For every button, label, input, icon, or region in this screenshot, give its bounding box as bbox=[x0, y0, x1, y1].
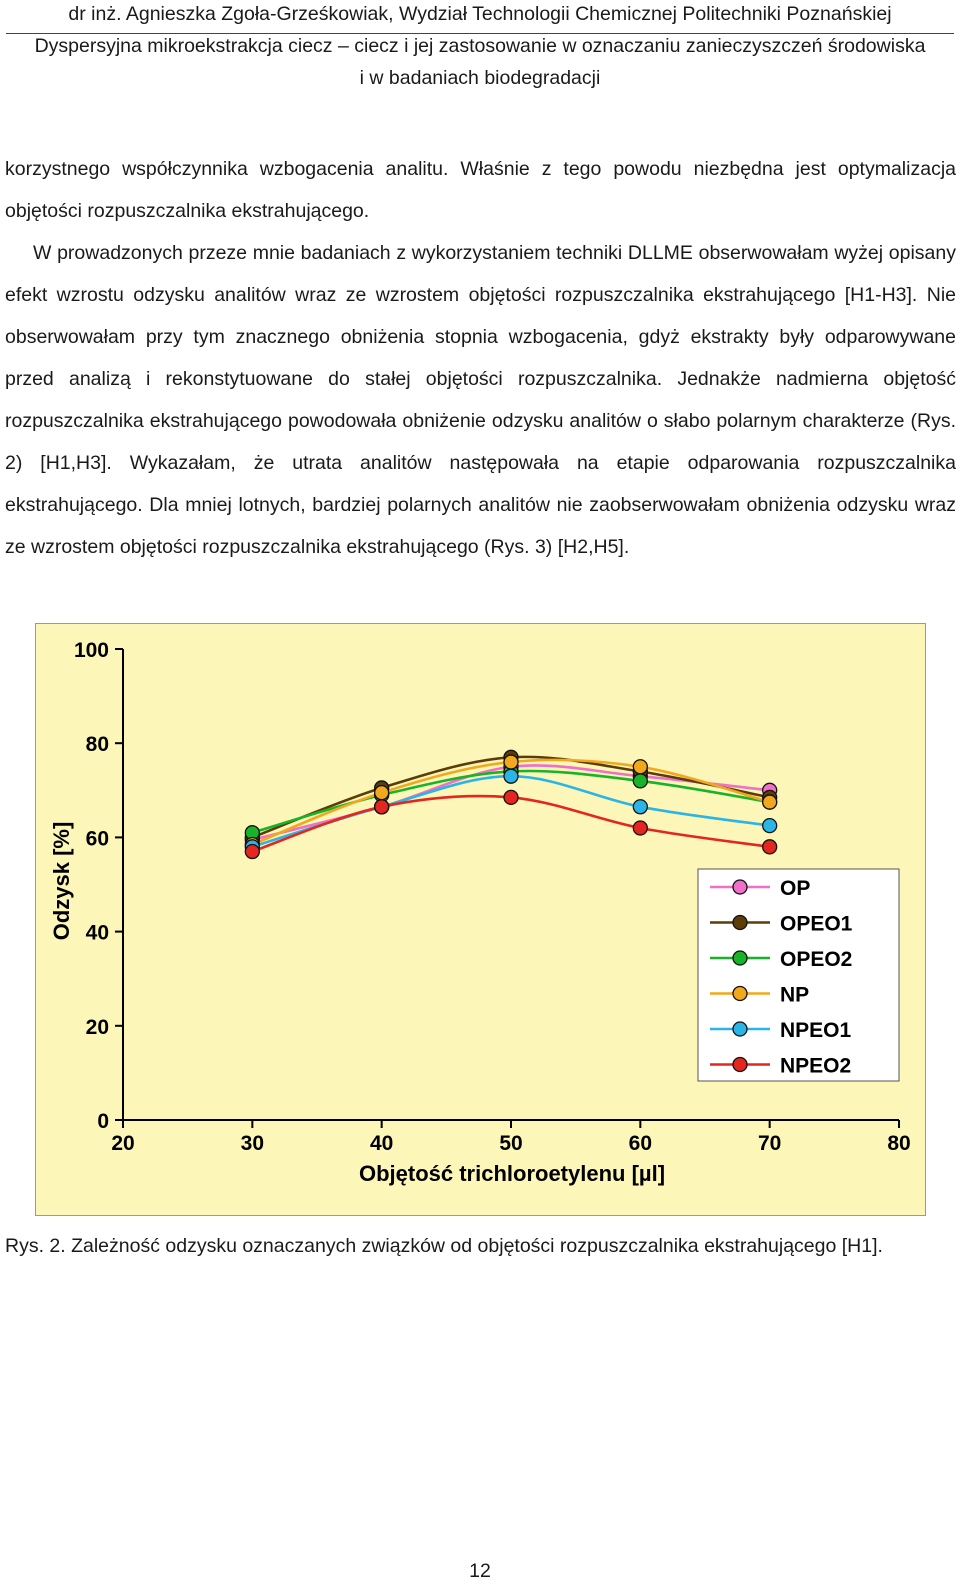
paragraph: korzystnego współczynnika wzbogacenia an… bbox=[5, 158, 956, 222]
data-point-npeo2 bbox=[632, 820, 648, 836]
y-tick-label: 100 bbox=[74, 639, 109, 662]
header-title-line-continued: i w badaniach biodegradacji bbox=[359, 67, 601, 89]
chart-series-markers bbox=[244, 749, 778, 860]
legend-label-npeo1: NPEO1 bbox=[780, 1019, 852, 1042]
x-tick-label: 20 bbox=[111, 1132, 134, 1155]
data-point-opeo2 bbox=[632, 773, 648, 789]
x-tick-label: 80 bbox=[887, 1132, 910, 1155]
data-point-npeo1 bbox=[762, 817, 778, 834]
legend-marker-opeo2 bbox=[732, 950, 748, 966]
x-tick-label: 50 bbox=[499, 1132, 522, 1155]
header-title-line: Dyspersyjna mikroekstrakcja ciecz – ciec… bbox=[34, 35, 926, 57]
header-divider bbox=[6, 33, 954, 34]
data-point-npeo2 bbox=[374, 799, 390, 815]
y-tick-label: 60 bbox=[86, 827, 109, 850]
y-tick-label: 80 bbox=[86, 733, 109, 756]
y-tick-label: 0 bbox=[97, 1110, 109, 1133]
legend-label-npeo2: NPEO2 bbox=[780, 1055, 851, 1078]
x-tick-label: 60 bbox=[629, 1132, 652, 1155]
legend-label-opeo2: OPEO2 bbox=[780, 948, 852, 971]
page-number: 12 bbox=[469, 1560, 491, 1582]
legend-marker-npeo2 bbox=[732, 1056, 748, 1073]
y-axis-label: Odzysk [%] bbox=[49, 822, 74, 941]
body-text: korzystnego współczynnika wzbogacenia an… bbox=[5, 148, 956, 568]
x-tick-label: 70 bbox=[758, 1132, 781, 1155]
data-point-np bbox=[632, 759, 648, 775]
data-point-npeo1 bbox=[503, 768, 519, 784]
legend-marker-np bbox=[732, 985, 748, 1002]
legend-label-opeo1: OPEO1 bbox=[780, 913, 853, 936]
figure-recovery-chart: 0 20 40 60 80 100 20 30 40 50 60 70 80 OP OPEO1 OPEO2 N… bbox=[35, 623, 926, 1216]
page-header: dr inż. Agnieszka Zgoła-Grześkowiak, Wyd… bbox=[0, 0, 960, 94]
paragraph: W prowadzonych przeze mnie badaniach z w… bbox=[5, 242, 956, 558]
data-point-np bbox=[503, 754, 519, 770]
chart-legend: OP OPEO1 OPEO2 NP NPEO1 NPEO2 bbox=[697, 868, 900, 1082]
y-tick-label: 20 bbox=[86, 1016, 109, 1039]
x-axis-label: Objętość trichloroetylenu [µl] bbox=[359, 1161, 665, 1186]
figure-caption: Rys. 2. Zależność odzysku oznaczanych zw… bbox=[5, 1235, 883, 1257]
data-point-np bbox=[762, 794, 778, 810]
legend-label-np: NP bbox=[780, 984, 809, 1007]
data-point-npeo2 bbox=[244, 843, 260, 860]
legend-marker-op bbox=[732, 879, 748, 895]
legend-marker-opeo1 bbox=[732, 914, 748, 931]
data-point-npeo2 bbox=[503, 789, 519, 806]
x-tick-label: 40 bbox=[370, 1132, 393, 1155]
legend-box bbox=[697, 868, 900, 1082]
legend-label-op: OP bbox=[780, 877, 810, 900]
data-point-npeo2 bbox=[762, 839, 778, 855]
y-tick-label: 40 bbox=[86, 922, 109, 945]
x-tick-label: 30 bbox=[241, 1132, 264, 1155]
legend-marker-npeo1 bbox=[732, 1021, 748, 1037]
data-point-npeo1 bbox=[632, 799, 648, 815]
header-author-line: dr inż. Agnieszka Zgoła-Grześkowiak, Wyd… bbox=[68, 3, 892, 25]
data-point-np bbox=[374, 785, 390, 801]
